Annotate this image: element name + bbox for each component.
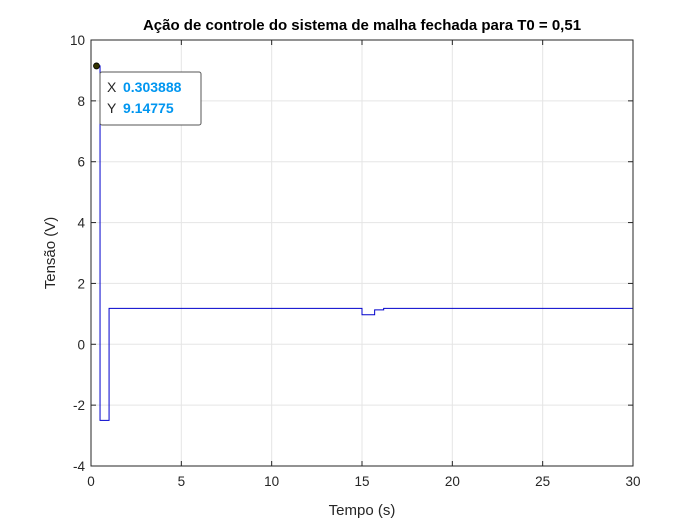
grid — [91, 40, 633, 466]
x-tick-label: 20 — [445, 474, 460, 489]
y-tick-label: -2 — [73, 398, 85, 413]
x-tick-label: 5 — [178, 474, 186, 489]
y-tick-label: 10 — [70, 33, 85, 48]
y-tick-labels: -4 -2 0 2 4 6 8 10 — [70, 33, 86, 474]
datatip[interactable]: X 0.303888 Y 9.14775 — [93, 62, 202, 126]
datatip-marker[interactable] — [93, 62, 100, 70]
x-tick-label: 30 — [625, 474, 640, 489]
datatip-y-value: 9.14775 — [123, 100, 174, 116]
y-tick-label: 4 — [77, 216, 85, 231]
x-tick-label: 0 — [87, 474, 95, 489]
x-axis-label: Tempo (s) — [329, 502, 396, 519]
ticks — [90, 39, 634, 467]
x-tick-labels: 0 5 10 15 20 25 30 — [87, 474, 640, 489]
y-tick-label: 8 — [77, 94, 85, 109]
y-tick-label: 0 — [77, 337, 85, 352]
datatip-x-value: 0.303888 — [123, 79, 182, 95]
series-group — [96, 65, 633, 421]
x-tick-label: 10 — [264, 474, 279, 489]
x-tick-label: 15 — [354, 474, 369, 489]
datatip-x-label: X — [107, 79, 117, 95]
x-tick-label: 25 — [535, 474, 550, 489]
y-axis-label: Tensão (V) — [42, 217, 59, 290]
datatip-y-label: Y — [107, 100, 117, 116]
chart-title: Ação de controle do sistema de malha fec… — [143, 17, 581, 34]
y-tick-label: -4 — [73, 459, 85, 474]
y-tick-label: 6 — [77, 155, 85, 170]
datatip-box[interactable] — [99, 71, 202, 126]
series-line — [96, 65, 633, 421]
y-tick-label: 2 — [77, 276, 85, 291]
